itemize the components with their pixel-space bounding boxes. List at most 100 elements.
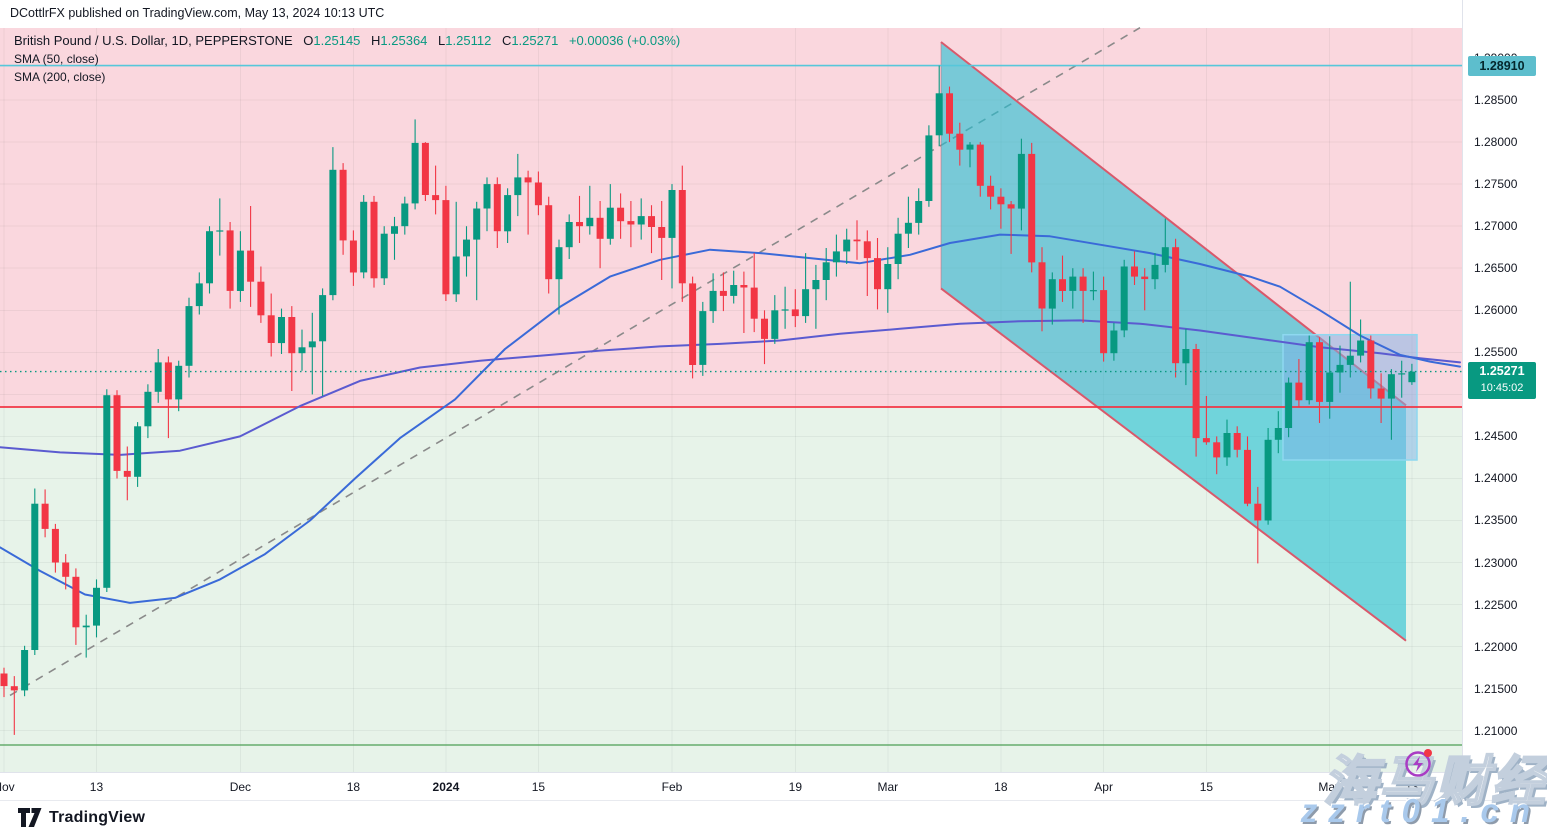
candle [1213, 442, 1221, 458]
change-value: +0.00036 (+0.03%) [568, 33, 681, 48]
sma50-legend[interactable]: SMA (50, close) [14, 52, 99, 66]
candle [925, 135, 933, 201]
price-axis-label: 1.25500 [1474, 345, 1518, 360]
price-axis-label: 1.24000 [1474, 471, 1518, 486]
time-axis-label: 13 [89, 780, 104, 794]
time-axis-label: Mar [877, 780, 899, 794]
candle [946, 93, 953, 134]
candle [226, 230, 234, 291]
candle [555, 247, 563, 280]
time-axis-label: Feb [661, 780, 683, 794]
candle [976, 144, 984, 186]
candle [843, 239, 851, 252]
candle [360, 201, 368, 273]
candle [699, 311, 707, 365]
candle [319, 295, 327, 342]
time-axis-label: 19 [788, 780, 803, 794]
price-axis-label: 1.22000 [1474, 639, 1518, 654]
candle [154, 362, 162, 392]
candle [1059, 279, 1066, 291]
candle [164, 362, 172, 400]
candle [935, 93, 943, 136]
candle [463, 239, 470, 257]
candle [545, 205, 553, 280]
footer-bar: TradingView [0, 800, 1547, 836]
candle [997, 196, 1005, 205]
candle [442, 200, 450, 295]
candle [206, 231, 213, 284]
high-price-badge: 1.28910 [1468, 56, 1536, 76]
low-value: 1.25112 [445, 33, 492, 48]
candle [1336, 364, 1344, 373]
watermark-url: zzrt01.cn [1300, 792, 1541, 829]
candle [1316, 342, 1323, 402]
time-axis-label: 18 [346, 780, 361, 794]
candle [740, 285, 748, 288]
time-axis[interactable]: Nov 13 Dec 18 2024 15 Feb 19 Mar 18 Apr 15 May 13 [0, 772, 1462, 801]
candle [1079, 276, 1087, 291]
candle [730, 285, 738, 296]
watermark-cjk: 海马财经 [1322, 751, 1547, 813]
price-axis-label: 1.27000 [1474, 219, 1518, 234]
candle [617, 207, 625, 222]
candle [123, 470, 131, 477]
price-axis-label: 1.28000 [1474, 135, 1518, 150]
candle [493, 184, 501, 232]
candle [1408, 371, 1416, 383]
candle [565, 222, 573, 248]
candle [1038, 262, 1046, 309]
candle [1357, 340, 1365, 356]
candle [791, 309, 799, 317]
candle [771, 310, 779, 339]
time-axis-label: 15 [531, 780, 546, 794]
candle [257, 281, 265, 316]
candle [236, 250, 244, 291]
price-axis-label: 1.26000 [1474, 303, 1518, 318]
candle [627, 221, 635, 225]
price-axis[interactable]: 1.290001.285001.280001.275001.270001.265… [1462, 0, 1547, 800]
low-label: L [438, 33, 446, 48]
candle [1151, 264, 1159, 280]
price-axis-label: 1.21500 [1474, 681, 1518, 696]
candle [1131, 266, 1138, 277]
candle [391, 226, 398, 234]
candle [832, 251, 840, 263]
time-axis-label: May [1318, 780, 1342, 794]
candle [473, 208, 481, 240]
boost-icon[interactable] [1400, 744, 1444, 784]
candle [411, 142, 419, 204]
tradingview-logo[interactable]: TradingView [18, 808, 145, 827]
candle [1120, 266, 1128, 331]
symbol-title[interactable]: British Pound / U.S. Dollar, 1D, PEPPERS… [14, 33, 293, 48]
tradingview-logo-icon [18, 808, 42, 827]
symbol-row: British Pound / U.S. Dollar, 1D, PEPPERS… [14, 33, 680, 48]
candle [987, 185, 995, 197]
legend: British Pound / U.S. Dollar, 1D, PEPPERS… [14, 33, 680, 84]
candle [915, 201, 923, 223]
candle [863, 241, 871, 259]
candle [812, 280, 820, 290]
candle [1048, 279, 1056, 309]
candle [637, 216, 645, 225]
candle [21, 650, 29, 691]
open-label: O [303, 33, 314, 48]
candle [134, 426, 142, 477]
candle [41, 503, 49, 529]
candle [689, 283, 697, 365]
candle [668, 190, 676, 238]
candle [750, 287, 758, 319]
candle [247, 250, 255, 282]
time-axis-label: 18 [994, 780, 1008, 794]
candle [966, 144, 974, 150]
candle [894, 233, 902, 264]
candle [1264, 439, 1272, 521]
candle [514, 177, 522, 196]
publisher-line: DCottlrFX published on TradingView.com, … [10, 6, 385, 20]
price-axis-label: 1.22500 [1474, 597, 1518, 612]
candle [1285, 382, 1293, 428]
bar-countdown: 10:45:02 [1480, 382, 1524, 394]
candle [504, 195, 512, 232]
sma200-legend[interactable]: SMA (200, close) [14, 70, 106, 84]
candle [175, 365, 183, 400]
